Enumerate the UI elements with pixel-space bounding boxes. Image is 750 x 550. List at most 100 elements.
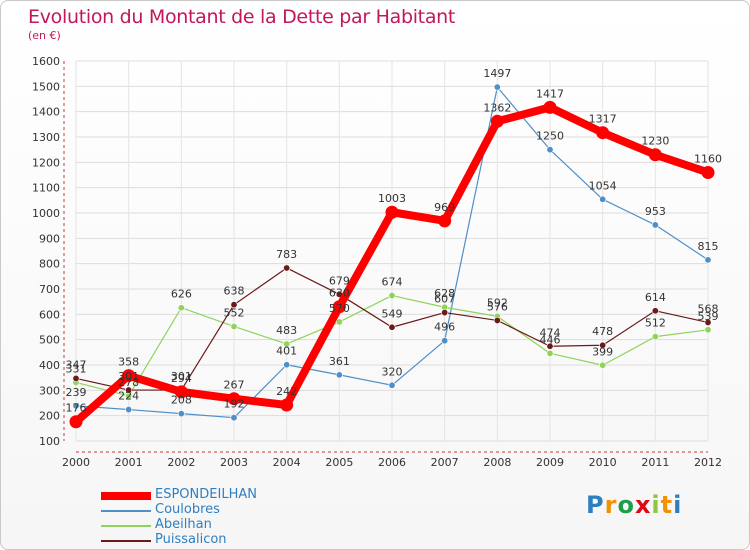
- x-tick-label: 2010: [589, 456, 617, 469]
- data-point: [651, 221, 659, 229]
- data-point: [651, 333, 659, 341]
- data-point: [648, 148, 662, 162]
- y-tick-label: 1600: [32, 55, 60, 68]
- data-point: [72, 374, 80, 382]
- x-tick-label: 2008: [483, 456, 511, 469]
- legend-swatch: [101, 540, 151, 542]
- data-label: 331: [66, 362, 87, 375]
- y-tick-label: 300: [39, 384, 60, 397]
- data-point: [704, 326, 712, 334]
- y-tick-label: 1400: [32, 106, 60, 119]
- legend-label: Coulobres: [155, 502, 220, 517]
- x-tick-label: 2000: [62, 456, 90, 469]
- data-point: [388, 292, 396, 300]
- x-tick-label: 2006: [378, 456, 406, 469]
- data-point: [651, 307, 659, 315]
- data-label: 679: [329, 274, 350, 287]
- data-label: 1003: [378, 192, 406, 205]
- data-point: [332, 300, 346, 314]
- data-point: [283, 264, 291, 272]
- data-label: 592: [487, 296, 508, 309]
- data-label: 474: [540, 326, 561, 339]
- data-label: 614: [645, 291, 666, 304]
- data-label: 358: [118, 356, 139, 369]
- data-label: 239: [66, 386, 87, 399]
- y-tick-label: 1500: [32, 80, 60, 93]
- data-point: [283, 340, 291, 348]
- data-label: 478: [592, 325, 613, 338]
- x-tick-label: 2002: [167, 456, 195, 469]
- y-tick-label: 900: [39, 232, 60, 245]
- data-point: [546, 342, 554, 350]
- data-point: [701, 165, 715, 179]
- y-tick-label: 400: [39, 359, 60, 372]
- data-label: 628: [434, 287, 455, 300]
- data-label: 512: [645, 317, 666, 330]
- x-tick-label: 2012: [694, 456, 722, 469]
- data-label: 638: [224, 285, 245, 298]
- data-label: 1417: [536, 87, 564, 100]
- data-point: [227, 392, 241, 406]
- data-label: 399: [592, 345, 613, 358]
- y-tick-label: 1300: [32, 131, 60, 144]
- data-label: 278: [118, 376, 139, 389]
- grid: [75, 60, 709, 442]
- data-label: 1497: [483, 67, 511, 80]
- data-label: 674: [382, 276, 403, 289]
- data-label: 969: [434, 201, 455, 214]
- data-point: [546, 146, 554, 154]
- data-label: 783: [276, 248, 297, 261]
- data-point: [385, 205, 399, 219]
- data-point: [174, 385, 188, 399]
- data-point: [599, 341, 607, 349]
- data-point: [283, 361, 291, 369]
- data-point: [490, 114, 504, 128]
- data-label: 1362: [483, 101, 511, 114]
- data-label: 446: [540, 333, 561, 346]
- chart-subtitle: (en €): [28, 29, 61, 42]
- data-point: [125, 406, 133, 414]
- x-tick-label: 2007: [431, 456, 459, 469]
- data-label: 361: [329, 355, 350, 368]
- data-label: 1054: [589, 179, 617, 192]
- data-label: 1250: [536, 130, 564, 143]
- legend-label: Abeilhan: [155, 517, 212, 532]
- data-label: 570: [329, 302, 350, 315]
- legend-label: ESPONDEILHAN: [155, 487, 257, 502]
- data-label: 568: [698, 302, 719, 315]
- data-label: 630: [329, 287, 350, 300]
- y-tick-label: 1000: [32, 207, 60, 220]
- x-tick-label: 2003: [220, 456, 248, 469]
- data-point: [543, 100, 557, 114]
- data-point: [230, 414, 238, 422]
- data-point: [704, 256, 712, 264]
- data-point: [335, 371, 343, 379]
- data-point: [177, 410, 185, 418]
- data-point: [69, 415, 83, 429]
- data-label: 401: [276, 345, 297, 358]
- y-tick-label: 1100: [32, 182, 60, 195]
- data-label: 953: [645, 205, 666, 218]
- data-point: [599, 361, 607, 369]
- data-label: 626: [171, 288, 192, 301]
- data-point: [230, 301, 238, 309]
- data-label: 320: [382, 365, 403, 378]
- data-point: [177, 304, 185, 312]
- data-label: 483: [276, 324, 297, 337]
- data-label: 1160: [694, 152, 722, 165]
- data-label: 208: [171, 394, 192, 407]
- data-point: [704, 318, 712, 326]
- data-point: [596, 126, 610, 140]
- y-tick-label: 800: [39, 258, 60, 271]
- chart-title: Evolution du Montant de la Dette par Hab…: [28, 6, 456, 28]
- data-label: 301: [171, 370, 192, 383]
- y-tick-label: 100: [39, 435, 60, 448]
- data-label: 301: [118, 370, 139, 383]
- series-espondeilhan: [69, 100, 715, 429]
- x-tick-label: 2009: [536, 456, 564, 469]
- data-label: 552: [224, 306, 245, 319]
- y-tick-label: 600: [39, 308, 60, 321]
- data-point: [441, 309, 449, 317]
- data-point: [599, 195, 607, 203]
